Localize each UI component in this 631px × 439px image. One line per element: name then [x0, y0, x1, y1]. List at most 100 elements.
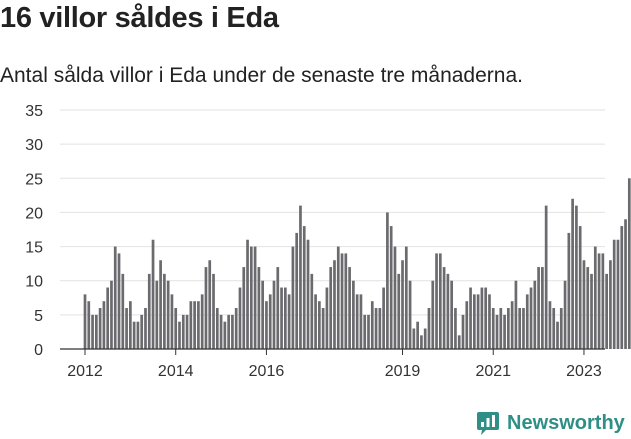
bar — [212, 273, 215, 349]
bar — [336, 246, 340, 349]
bar — [397, 273, 401, 349]
bar — [590, 273, 593, 349]
bar — [166, 280, 170, 349]
bar — [461, 314, 465, 349]
bar — [442, 267, 446, 349]
y-tick-label: 5 — [34, 308, 43, 325]
bar — [246, 239, 249, 349]
bar — [219, 314, 223, 349]
x-tick-label: 2016 — [249, 363, 285, 380]
bar — [102, 301, 106, 349]
bar — [189, 301, 193, 349]
bar — [287, 294, 291, 349]
bar — [238, 287, 242, 349]
bar — [181, 314, 185, 349]
bar — [178, 321, 181, 349]
bar — [503, 314, 506, 349]
bar — [208, 260, 212, 349]
bar — [333, 260, 336, 349]
bar — [295, 232, 299, 349]
bar — [242, 267, 246, 349]
bar — [268, 294, 272, 349]
bar — [94, 314, 98, 349]
bar — [197, 301, 200, 349]
bar — [325, 287, 329, 349]
bar — [514, 280, 518, 349]
bar — [110, 280, 113, 349]
bar — [367, 314, 370, 349]
bar — [408, 280, 412, 349]
bar — [563, 280, 567, 349]
y-tick-label: 10 — [25, 274, 43, 291]
bar — [98, 308, 102, 349]
bar — [386, 212, 389, 349]
newsworthy-logo-text: Newsworthy — [507, 411, 625, 434]
bar — [113, 246, 117, 349]
y-tick-label: 15 — [25, 240, 43, 257]
bar — [491, 308, 495, 349]
bar — [427, 308, 431, 349]
x-axis — [60, 348, 605, 355]
bar — [355, 294, 359, 349]
bar — [261, 280, 265, 349]
bar — [446, 273, 450, 349]
x-tick-label: 2023 — [566, 363, 602, 380]
bar — [522, 308, 525, 349]
bar — [393, 246, 397, 349]
bar — [510, 301, 514, 349]
bar — [624, 219, 627, 349]
bar — [378, 308, 382, 349]
bar — [257, 267, 261, 349]
bar — [404, 246, 408, 349]
bar — [159, 260, 162, 349]
bar — [370, 301, 374, 349]
bar — [593, 246, 597, 349]
bar — [476, 294, 480, 349]
bar — [151, 239, 155, 349]
bar — [155, 280, 159, 349]
bar — [223, 321, 227, 349]
bar — [185, 314, 189, 349]
bar — [537, 267, 540, 349]
bar — [578, 226, 582, 349]
bar — [125, 308, 128, 349]
newsworthy-logo-icon — [477, 412, 499, 435]
y-tick-label: 0 — [34, 342, 43, 359]
y-axis-labels: 0 5 10 15 20 25 30 35 — [25, 103, 43, 359]
bar — [359, 294, 363, 349]
bar — [253, 246, 257, 349]
bar — [249, 246, 253, 349]
bar — [389, 226, 393, 349]
bar — [374, 308, 378, 349]
bar — [174, 308, 178, 349]
bar — [416, 321, 419, 349]
x-axis-labels: 2012201420162019202120232025 — [67, 363, 602, 380]
bar — [438, 253, 442, 349]
bar — [144, 308, 147, 349]
bar — [129, 301, 132, 349]
bar — [272, 280, 276, 349]
bar — [518, 308, 522, 349]
bar — [117, 253, 121, 349]
bar — [83, 294, 87, 349]
bar — [533, 280, 537, 349]
bar — [352, 280, 355, 349]
bar — [525, 294, 529, 349]
bar — [227, 314, 230, 349]
bar — [329, 267, 333, 349]
bar — [567, 232, 571, 349]
bar — [507, 308, 510, 349]
bar — [575, 205, 578, 349]
bar — [435, 253, 438, 349]
bar — [306, 239, 310, 349]
chart-subtitle: Antal sålda villor i Eda under de senast… — [0, 64, 523, 87]
bar — [469, 287, 472, 349]
bar — [457, 335, 461, 349]
bar — [601, 253, 605, 349]
bar — [314, 294, 317, 349]
bar — [302, 226, 306, 349]
x-tick-label: 2014 — [158, 363, 194, 380]
bar — [431, 280, 435, 349]
bar — [529, 287, 533, 349]
bar — [484, 287, 488, 349]
